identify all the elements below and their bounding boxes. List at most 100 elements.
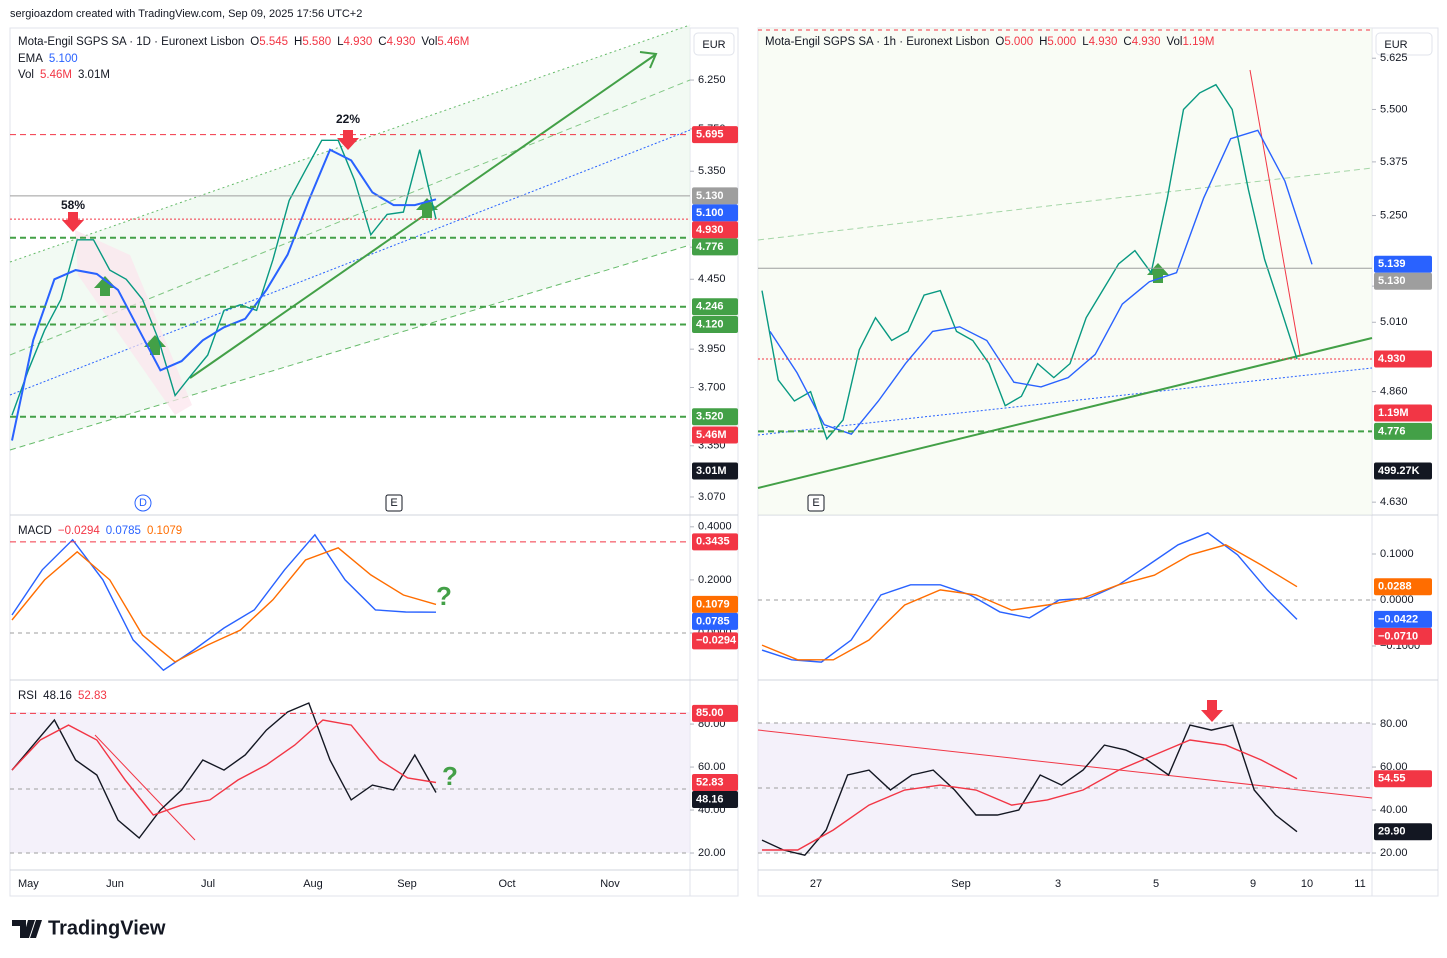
down-arrow	[1201, 700, 1223, 722]
price-badge	[1374, 610, 1432, 628]
price-badge-label: 85.00	[696, 707, 724, 719]
legend-name: Vol	[1166, 36, 1182, 48]
price-badge-label: 4.930	[696, 224, 724, 236]
currency[interactable]: EUR	[702, 39, 725, 51]
legend-value: 4.930	[387, 36, 416, 48]
pane-separators	[10, 514, 1438, 871]
legend: RSI 48.16 52.83	[18, 690, 107, 702]
indicator-legend: EMA 5.100	[18, 53, 78, 65]
logo-text: TradingView	[48, 917, 166, 939]
price-badge	[692, 790, 738, 808]
price-badge-label: 5.695	[696, 128, 724, 140]
price-badge-label: 52.83	[696, 776, 724, 788]
legend-name: H	[294, 36, 302, 48]
price-badge-label: 3.01M	[696, 465, 727, 477]
up-arrow	[94, 276, 116, 296]
signal-arrows	[62, 130, 1223, 722]
legend-value: 4.930	[344, 36, 373, 48]
price-badge	[692, 238, 738, 256]
y-tick-label: 5.375	[1380, 156, 1408, 168]
price-badge-label: 48.16	[696, 793, 724, 805]
up-arrow	[144, 335, 166, 355]
series-line	[762, 739, 1298, 851]
y-tick-label: 5.625	[1380, 52, 1408, 64]
series-line	[769, 129, 1313, 436]
price-badge-label: 5.100	[696, 207, 724, 219]
legend-name: C	[378, 36, 386, 48]
legend-name: L	[337, 36, 344, 48]
x-tick-label: 27	[810, 878, 822, 890]
y-tick-label: 0.1000	[1380, 548, 1414, 560]
x-tick-label: May	[18, 878, 39, 890]
y-tick-label: 5.350	[698, 165, 726, 177]
y-tick-label: 6.250	[698, 74, 726, 86]
header: sergioazdom created with TradingView.com…	[10, 8, 362, 20]
price-badge	[692, 315, 738, 333]
y-tick-label: 3.950	[698, 343, 726, 355]
legend-value: −0.0294	[58, 525, 100, 537]
legend-value: 4.930	[1132, 36, 1161, 48]
annotation: ?	[436, 581, 452, 611]
indicator-name: EMA	[18, 53, 43, 65]
price-badge	[1374, 404, 1432, 422]
y-tick-label: 3.700	[698, 381, 726, 393]
legend-name: C	[1123, 36, 1131, 48]
currency-button[interactable]	[693, 32, 735, 56]
legend-value: 52.83	[78, 690, 107, 702]
price-badge	[692, 704, 738, 722]
arrow-head	[639, 51, 658, 69]
price-badge	[1374, 770, 1432, 788]
price-badge-label: 5.46M	[696, 429, 727, 441]
series-line	[761, 83, 1298, 441]
price-badge	[692, 298, 738, 316]
x-tick-label: Aug	[303, 878, 323, 890]
price-badge	[1374, 578, 1432, 596]
trend-line	[757, 337, 1373, 489]
series-line	[761, 532, 1298, 663]
price-badge	[1374, 272, 1432, 290]
legend-value: 5.000	[1047, 36, 1076, 48]
y-tick-label: 60.00	[698, 761, 726, 773]
price-badge	[692, 204, 738, 222]
x-tick-label: Sep	[397, 878, 417, 890]
price-badge	[692, 632, 738, 650]
price-badge	[692, 126, 738, 144]
price-badge	[692, 426, 738, 444]
legend-value: 0.0785	[106, 525, 141, 537]
currency-button[interactable]	[1375, 32, 1433, 56]
currency[interactable]: EUR	[1384, 39, 1407, 51]
y-tick-label: 4.630	[1380, 496, 1408, 508]
annotation: 58%	[61, 198, 85, 212]
indicator-value: 5.100	[49, 53, 78, 65]
price-badge	[1374, 350, 1432, 368]
series-line	[11, 702, 437, 840]
price-badge-label: 4.120	[696, 318, 724, 330]
logo-mark	[12, 920, 42, 938]
price-badge-label: 5.130	[696, 190, 724, 202]
legend-name: L	[1082, 36, 1089, 48]
price-badge-label: 3.520	[696, 411, 724, 423]
annotation: ?	[442, 761, 458, 791]
series-line	[11, 139, 437, 416]
x-tick-label: 3	[1055, 878, 1061, 890]
legend-value: 5.580	[302, 36, 331, 48]
legend: Mota-Engil SGPS SA · 1D · Euronext Lisbo…	[18, 36, 469, 48]
price-badge-label: 0.0785	[696, 615, 730, 627]
series-line	[761, 724, 1298, 856]
pane: 0.40000.20000.00000.34350.10790.0785−0.0…	[10, 521, 738, 672]
price-badge-label: 499.27K	[1378, 465, 1420, 477]
price-badge-label: 4.776	[1378, 425, 1406, 437]
x-tick-label: Oct	[498, 878, 515, 890]
y-tick-label: 80.00	[1380, 718, 1408, 730]
price-badge	[1374, 255, 1432, 273]
indicator-name: Vol	[18, 69, 34, 81]
rsi-trend	[757, 729, 1373, 799]
y-tick-label: 40.00	[1380, 804, 1408, 816]
legend-title: Mota-Engil SGPS SA · 1D · Euronext Lisbo…	[18, 36, 244, 48]
price-badge-label: 0.1079	[696, 598, 730, 610]
y-tick-label: 0.0000	[1380, 594, 1414, 606]
legend-name: O	[250, 36, 259, 48]
